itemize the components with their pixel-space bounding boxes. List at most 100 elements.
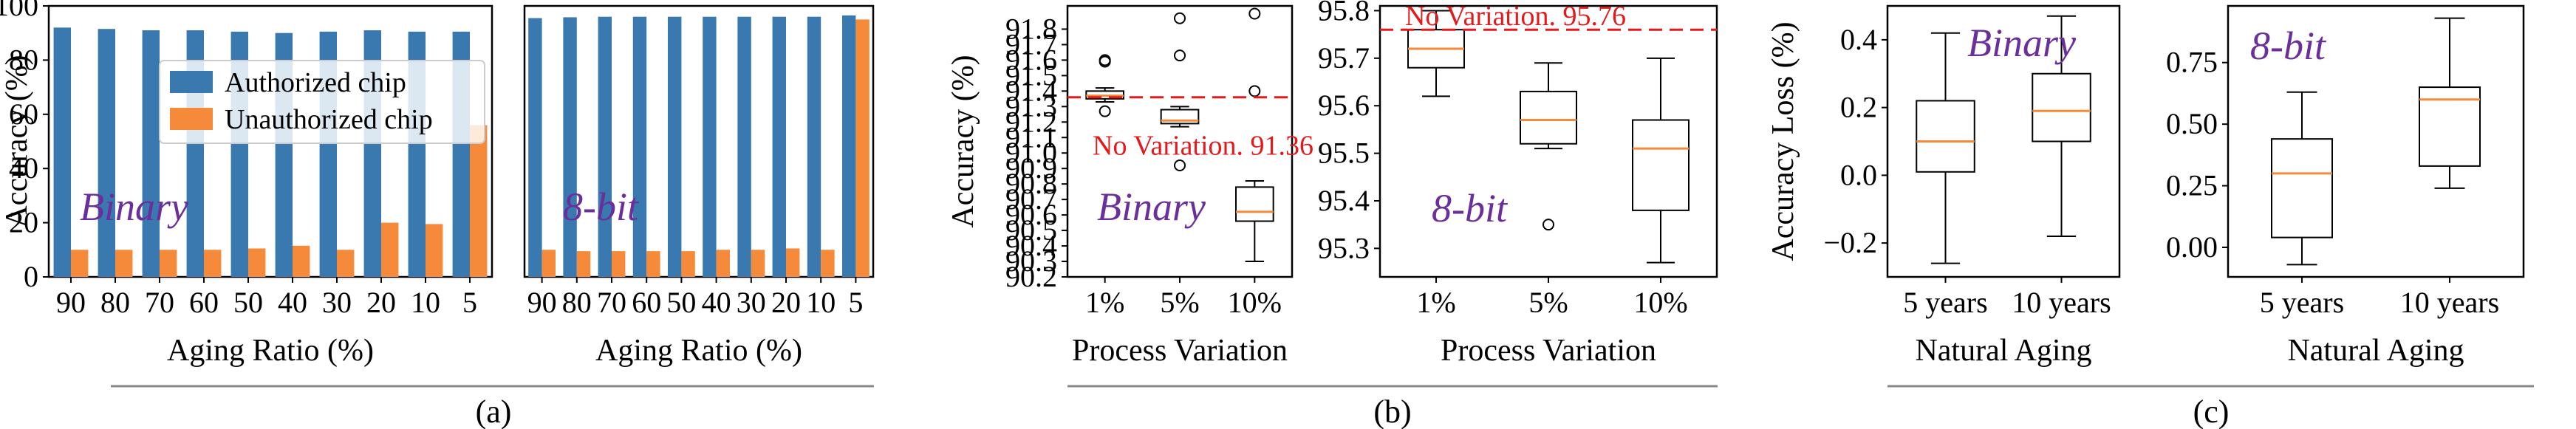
bar-unauthorized [293,245,310,277]
x-tick-label: 1% [1416,286,1455,319]
bar-unauthorized [337,250,355,277]
box-1% [1085,54,1125,117]
chart-a-binary: 0 20 40 60 80 100 Accuracy (%) Aging Ratio (%) 9… [0,0,493,368]
x-tick-label: 70 [597,286,626,319]
bar-authorized [667,16,682,278]
plot-frame [2227,4,2525,278]
y-tick-label: 91.8 [1005,12,1057,45]
y-tick-label: 91.6 [1005,43,1057,76]
x-tick-label: 40 [702,286,731,319]
chart-panels: 0 20 40 60 80 100 Accuracy (%) Aging Ratio (%) 9… [0,0,2525,368]
bar-authorized [737,16,751,278]
x-tick-label: 10 years [2400,286,2499,319]
bar-unauthorized [786,248,800,277]
y-tick-label: 0 [24,260,38,293]
legend-swatch [170,108,213,130]
bar-unauthorized [541,250,556,277]
bar-unauthorized [646,251,660,277]
plot-frame [523,4,875,278]
y-tick-label: 95.7 [1318,41,1370,75]
reference-label: No Variation. 95.76 [1405,1,1626,32]
y-tick-label: 91.5 [1005,58,1057,92]
x-tick-label: 30 [322,286,352,319]
x-tick-label: 10% [1633,286,1687,319]
y-tick-label: 0.4 [1840,23,1877,56]
y-tick-label: 90.2 [1005,260,1057,293]
bar-unauthorized [821,250,835,277]
x-tick-label: 5 years [2260,286,2344,319]
bar-unauthorized [71,250,89,277]
x-tick-label: 10 [411,286,440,319]
x-tick-label: 80 [100,286,130,319]
panel-annotation: Binary [80,185,188,229]
outlier-point [1174,12,1186,24]
y-tick-label: 91.4 [1005,74,1057,107]
x-axis-label: Natural Aging [2287,334,2464,368]
x-tick-label: 80 [562,286,592,319]
legend-box [159,60,485,144]
y-tick-label: −0.2 [1823,226,1877,259]
y-tick-label: 91.7 [1005,27,1057,61]
x-axis-label: Process Variation [1441,334,1656,368]
y-tick-label: 20 [9,206,38,239]
x-tick-label: 5% [1528,286,1568,319]
bar-unauthorized [160,250,177,277]
y-axis-label: Accuracy (%) [946,55,980,227]
y-tick-label: 100 [0,0,38,22]
x-axis-label: Natural Aging [1915,334,2091,368]
bar-authorized [807,16,821,278]
bar-unauthorized [381,222,399,277]
y-axis-label: Accuracy (%) [0,55,34,227]
outlier-point [1174,49,1186,62]
outlier-point [1248,85,1261,97]
y-tick-label: 91.3 [1005,89,1057,123]
x-tick-label: 10 years [2012,286,2111,319]
outlier-point [1099,55,1111,68]
box-5 years [1916,32,1975,264]
y-tick-label: 0.75 [2166,46,2218,79]
panel-annotation: 8-bit [1432,186,1509,230]
subfigure-a-label: (a) [476,394,512,429]
x-tick-label: 10% [1228,286,1282,319]
x-tick-label: 20 [366,286,396,319]
bar-authorized [632,16,647,278]
box-iqr [1520,90,1577,145]
y-tick-label: 90.9 [1005,151,1057,185]
y-tick-label: 95.5 [1318,137,1370,170]
legend-swatch [170,71,213,93]
y-tick-label: 80 [9,43,38,76]
x-tick-label: 1% [1085,286,1124,319]
bar-authorized [703,16,717,278]
box-5% [1520,62,1577,231]
subfigure-labels: (a) (b) (c) [111,385,2534,429]
outlier-point [1248,7,1261,20]
bar-unauthorized [204,250,222,277]
bar-authorized [53,27,71,278]
box-10% [1632,57,1690,264]
box-iqr [1235,186,1274,222]
bar-unauthorized [576,251,591,277]
x-tick-label: 20 [771,286,801,319]
box-1% [1407,10,1465,97]
legend-label: Authorized chip [225,67,406,98]
x-tick-label: 5% [1160,286,1199,319]
y-tick-label: 60 [9,97,38,131]
chart-b-binary: 90.290.390.490.590.690.790.890.991.091.1… [946,4,1313,368]
panel-annotation: 8-bit [2250,24,2327,68]
x-tick-label: 30 [737,286,766,319]
x-tick-label: 70 [145,286,174,319]
y-tick-label: 0.0 [1840,158,1877,191]
bar-unauthorized [681,251,695,277]
bar-authorized [563,17,577,277]
bar-unauthorized [855,19,870,277]
y-tick-label: 90.3 [1005,244,1057,278]
bar-unauthorized [716,250,731,277]
bar-unauthorized [470,125,488,277]
box-iqr [1632,119,1690,211]
bar-unauthorized [426,224,443,277]
bar-authorized [772,16,786,278]
bar-unauthorized [612,251,626,277]
panel-annotation: 8-bit [563,185,640,229]
y-tick-label: 0.2 [1840,91,1877,124]
x-tick-label: 90 [56,286,86,319]
